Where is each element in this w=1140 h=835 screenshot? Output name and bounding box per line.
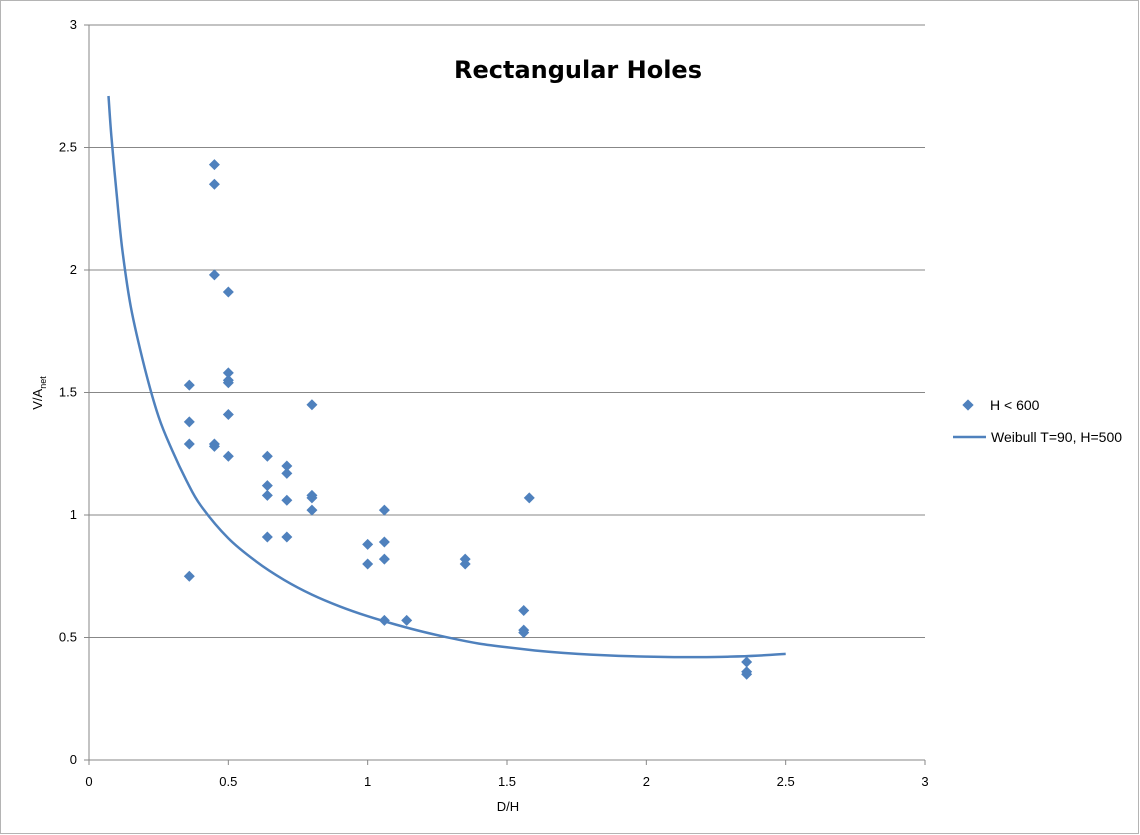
x-tick-label: 0 — [85, 774, 92, 789]
x-tick-label: 1.5 — [498, 774, 516, 789]
marker-layer — [183, 159, 753, 680]
scatter-point — [208, 159, 220, 171]
y-tick-label: 2 — [70, 262, 77, 277]
x-tick-label: 0.5 — [219, 774, 237, 789]
scatter-point — [362, 558, 374, 570]
scatter-point — [306, 504, 318, 516]
x-tick-label: 1 — [364, 774, 371, 789]
scatter-point — [261, 489, 273, 501]
legend: H < 600 Weibull T=90, H=500 — [953, 397, 1122, 445]
y-axis-label-subscript: net — [38, 376, 48, 389]
scatter-point — [261, 450, 273, 462]
scatter-point — [208, 440, 220, 452]
legend-label-h-lt-600: H < 600 — [990, 397, 1040, 413]
y-tick-label: 2.5 — [59, 140, 77, 155]
chart-title: Rectangular Holes — [454, 56, 702, 84]
scatter-point — [459, 558, 471, 570]
axis-layer: 0 0.5 1 1.5 2 2.5 3 0 0.5 1 1.5 2 2.5 3 — [59, 17, 929, 789]
scatter-point — [222, 367, 234, 379]
scatter-point — [741, 656, 753, 668]
x-tick-label: 2 — [643, 774, 650, 789]
scatter-point — [222, 286, 234, 298]
scatter-point — [281, 460, 293, 472]
scatter-point — [518, 627, 530, 639]
y-axis-label-main: V/A — [30, 388, 45, 409]
scatter-point — [183, 438, 195, 450]
y-tick-label: 0 — [70, 752, 77, 767]
line-layer — [107, 95, 786, 659]
scatter-point — [222, 377, 234, 389]
scatter-point — [518, 605, 530, 617]
legend-label-weibull: Weibull T=90, H=500 — [991, 429, 1122, 445]
scatter-point — [306, 492, 318, 504]
x-tick-label: 2.5 — [777, 774, 795, 789]
scatter-point — [261, 531, 273, 543]
scatter-point — [183, 570, 195, 582]
y-tick-label: 1.5 — [59, 385, 77, 400]
scatter-point — [378, 504, 390, 516]
weibull-curve — [107, 95, 786, 659]
scatter-point — [183, 379, 195, 391]
x-axis-label: D/H — [497, 799, 519, 814]
scatter-point — [306, 399, 318, 411]
y-tick-label: 0.5 — [59, 630, 77, 645]
scatter-point — [222, 409, 234, 421]
scatter-point — [281, 467, 293, 479]
scatter-point — [741, 668, 753, 680]
grid-layer — [89, 24, 925, 638]
scatter-point — [222, 450, 234, 462]
scatter-point — [281, 494, 293, 506]
scatter-point — [523, 492, 535, 504]
x-tick-label: 3 — [921, 774, 928, 789]
scatter-point — [378, 536, 390, 548]
scatter-point — [281, 531, 293, 543]
scatter-point — [183, 416, 195, 428]
scatter-point — [261, 480, 273, 492]
scatter-point — [362, 538, 374, 550]
legend-marker-h-lt-600 — [962, 399, 974, 411]
scatter-point — [378, 553, 390, 565]
scatter-point — [208, 269, 220, 281]
y-axis-label: V/Anet — [30, 376, 48, 410]
scatter-point — [208, 178, 220, 190]
y-tick-label: 3 — [70, 17, 77, 32]
scatter-point — [378, 614, 390, 626]
scatter-point — [401, 614, 413, 626]
y-tick-label: 1 — [70, 507, 77, 522]
